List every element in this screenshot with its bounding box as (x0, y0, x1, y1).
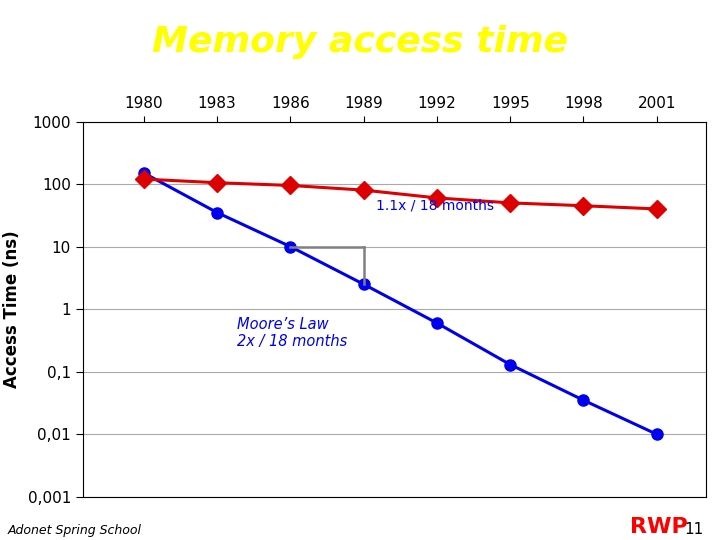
Text: RWP: RWP (630, 517, 688, 537)
Text: 11: 11 (684, 522, 703, 537)
Text: 1.1x / 18 months: 1.1x / 18 months (376, 199, 494, 213)
Y-axis label: Access Time (ns): Access Time (ns) (3, 231, 21, 388)
Text: Adonet Spring School: Adonet Spring School (7, 524, 141, 537)
Text: Memory access time: Memory access time (152, 25, 568, 59)
Text: Moore’s Law
2x / 18 months: Moore’s Law 2x / 18 months (237, 317, 347, 349)
